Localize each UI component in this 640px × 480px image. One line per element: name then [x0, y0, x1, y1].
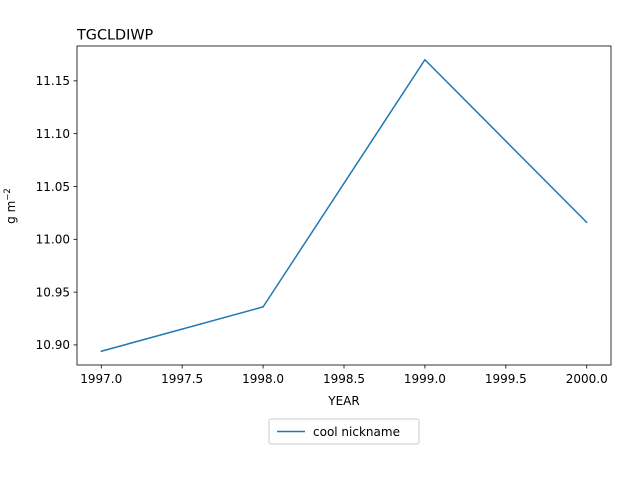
data-point	[585, 221, 588, 224]
x-axis-label: YEAR	[327, 394, 359, 408]
x-tick-label: 1998.5	[323, 372, 365, 386]
y-tick-label: 11.15	[36, 74, 70, 88]
data-point	[100, 350, 103, 353]
series-layer	[100, 58, 588, 353]
y-tick-label: 10.90	[36, 338, 70, 352]
x-tick-label: 1999.5	[485, 372, 527, 386]
chart-title: TGCLDIWP	[76, 28, 154, 44]
x-tick-label: 1997.5	[161, 372, 203, 386]
x-tick-label: 1999.0	[404, 372, 446, 386]
legend-box	[268, 418, 420, 445]
y-tick-label: 11.00	[36, 233, 70, 247]
legend: cool nickname	[268, 418, 420, 445]
y-tick-label: 10.95	[36, 285, 70, 299]
y-axis-label: g m−2	[3, 188, 18, 224]
y-tick-label: 11.05	[36, 180, 70, 194]
x-tick-label: 1997.0	[80, 372, 122, 386]
y-tick-label: 11.10	[36, 127, 70, 141]
x-axis-ticks: 1997.0 1997.5 1998.0 1998.5 1999.0 1999.5 2000…	[80, 365, 608, 386]
y-axis-label-exponent: −2	[3, 188, 13, 201]
series-line	[101, 58, 588, 352]
y-axis-ticks: 10.90 10.95 11.00 11.05 11.10 11.15	[36, 74, 77, 352]
legend-label: cool nickname	[313, 425, 400, 439]
data-point	[262, 306, 264, 308]
plot-frame	[76, 45, 612, 366]
x-tick-label: 1998.0	[242, 372, 284, 386]
x-tick-label: 2000.0	[566, 372, 608, 386]
data-point	[424, 58, 426, 61]
y-axis-label-base: g m	[4, 201, 18, 224]
